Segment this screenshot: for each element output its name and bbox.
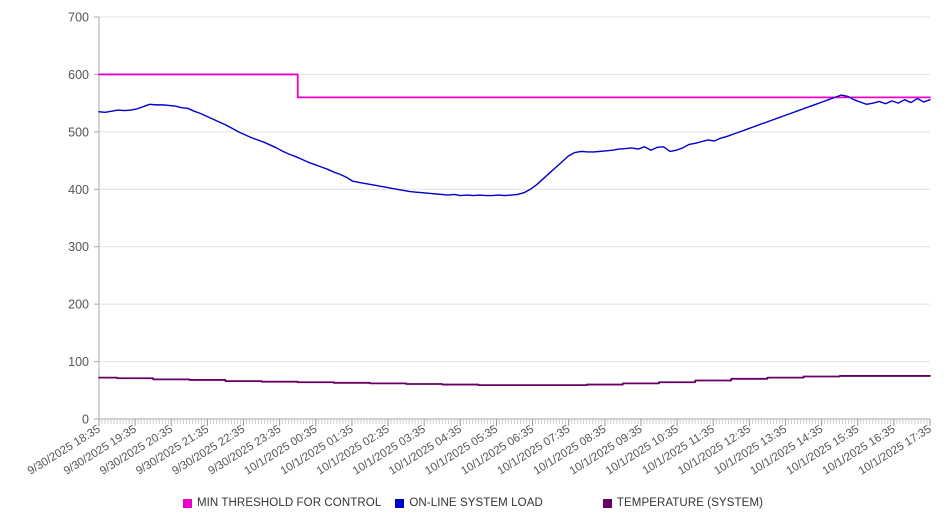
legend-label: TEMPERATURE (SYSTEM): [616, 497, 764, 509]
legend-label: ON-LINE SYSTEM LOAD: [409, 497, 543, 509]
series-line-on-line-system-load: [98, 94, 931, 197]
y-axis-tick-label: 600: [68, 68, 89, 82]
chart-legend: MIN THRESHOLD FOR CONTROL ON-LINE SYSTEM…: [0, 497, 946, 509]
y-axis-tick-label: 200: [68, 298, 89, 312]
y-axis-tick-label: 400: [68, 183, 89, 197]
legend-swatch-icon: [395, 498, 405, 508]
series-line-temperature-system: [98, 375, 931, 387]
legend-item-min-threshold-for-control[interactable]: MIN THRESHOLD FOR CONTROL: [182, 497, 382, 509]
legend-swatch-icon: [182, 498, 192, 508]
y-axis-tick-label: 100: [68, 355, 89, 369]
y-axis-tick-label: 300: [68, 240, 89, 254]
legend-swatch-icon: [602, 498, 612, 508]
y-axis-tick-label: 0: [82, 413, 89, 427]
legend-item-on-line-system-load[interactable]: ON-LINE SYSTEM LOAD: [395, 497, 543, 509]
legend-label: MIN THRESHOLD FOR CONTROL: [196, 497, 382, 509]
series-line-min-threshold-for-control: [98, 73, 931, 99]
y-axis-tick-label: 500: [68, 125, 89, 139]
y-axis-tick-label: 700: [68, 11, 89, 25]
legend-item-temperature-system[interactable]: TEMPERATURE (SYSTEM): [602, 497, 764, 509]
